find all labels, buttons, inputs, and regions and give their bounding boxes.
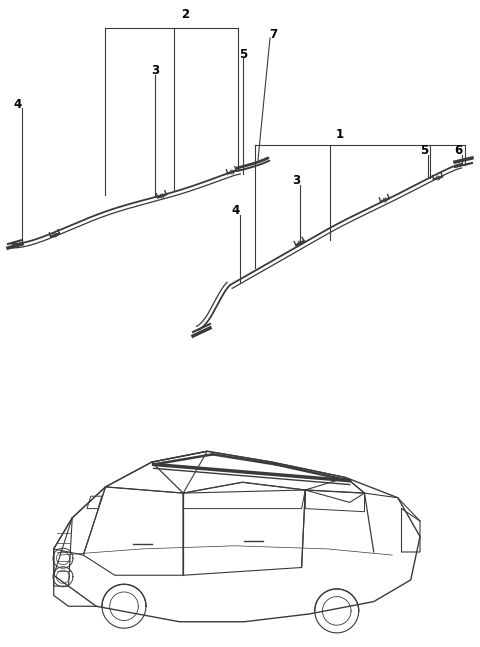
Text: 2: 2: [181, 8, 189, 21]
Text: 7: 7: [269, 28, 277, 41]
Text: 3: 3: [292, 173, 300, 186]
Text: 3: 3: [151, 63, 159, 76]
Text: 6: 6: [454, 144, 462, 157]
Text: 5: 5: [239, 47, 247, 61]
Text: 5: 5: [420, 144, 428, 157]
Text: 4: 4: [232, 204, 240, 217]
Text: 4: 4: [14, 98, 22, 111]
Text: 1: 1: [336, 129, 344, 142]
